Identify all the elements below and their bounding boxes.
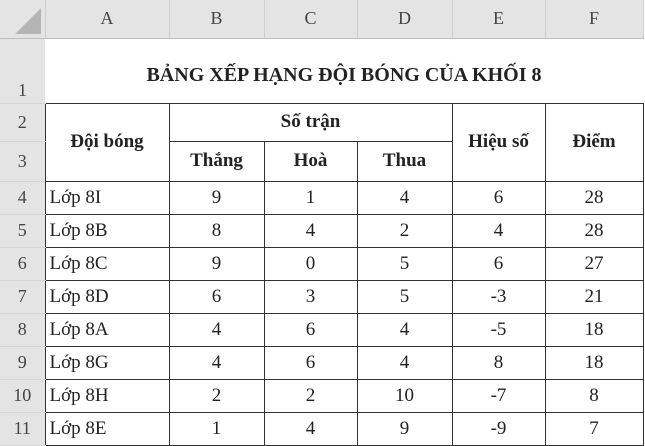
row-header-6[interactable]: 6 [0, 247, 45, 281]
cell-diff[interactable]: 8 [451, 345, 546, 380]
table-row: 10 Lớp 8H 2 2 10 -7 8 [0, 378, 644, 413]
cell-team[interactable]: Lớp 8D [44, 279, 170, 314]
table-title-cell[interactable]: BẢNG XẾP HẠNG ĐỘI BÓNG CỦA KHỐI 8 [45, 38, 643, 104]
table-row: 6 Lớp 8C 9 0 5 6 27 [0, 246, 644, 281]
cell-diff[interactable]: 6 [451, 180, 546, 215]
cell-team[interactable]: Lớp 8B [44, 213, 170, 248]
table-row: 7 Lớp 8D 6 3 5 -3 21 [0, 279, 644, 314]
row-header-3[interactable]: 3 [0, 141, 45, 182]
header-points-cell[interactable]: Điểm [544, 102, 644, 182]
cell-won[interactable]: 2 [168, 378, 265, 413]
row-header-5[interactable]: 5 [0, 214, 45, 248]
cell-won[interactable]: 9 [168, 180, 265, 215]
table-row: 11 Lớp 8E 1 4 9 -9 7 [0, 411, 644, 446]
table-row: 4 Lớp 8I 9 1 4 6 28 [0, 180, 644, 215]
column-header-f[interactable]: F [545, 0, 644, 39]
cell-points[interactable]: 28 [544, 180, 644, 215]
cell-draw[interactable]: 4 [263, 411, 358, 446]
cell-team[interactable]: Lớp 8E [44, 411, 170, 446]
row-header-10[interactable]: 10 [0, 379, 45, 413]
row-header-8[interactable]: 8 [0, 313, 45, 347]
cell-points[interactable]: 18 [544, 345, 644, 380]
row-header-1[interactable]: 1 [0, 38, 45, 104]
cell-lost[interactable]: 5 [356, 246, 453, 281]
cell-draw[interactable]: 6 [263, 345, 358, 380]
column-header-d[interactable]: D [357, 0, 453, 39]
column-header-e[interactable]: E [452, 0, 546, 39]
column-header-a[interactable]: A [45, 0, 170, 39]
cell-team[interactable]: Lớp 8A [44, 312, 170, 347]
cell-diff[interactable]: -3 [451, 279, 546, 314]
cell-diff[interactable]: 4 [451, 213, 546, 248]
row-header-9[interactable]: 9 [0, 346, 45, 380]
header-draw-cell[interactable]: Hoà [263, 140, 358, 182]
cell-points[interactable]: 8 [544, 378, 644, 413]
cell-lost[interactable]: 10 [356, 378, 453, 413]
cell-lost[interactable]: 4 [356, 180, 453, 215]
cell-won[interactable]: 8 [168, 213, 265, 248]
header-diff-cell[interactable]: Hiệu số [451, 102, 546, 182]
cell-won[interactable]: 4 [168, 312, 265, 347]
cell-diff[interactable]: -7 [451, 378, 546, 413]
column-header-b[interactable]: B [169, 0, 265, 39]
data-rows: 4 Lớp 8I 9 1 4 6 28 5 Lớp 8B 8 4 2 4 28 6 Lớp 8C 9 0 5 6 27 7… [0, 180, 644, 446]
cell-won[interactable]: 4 [168, 345, 265, 380]
cell-diff[interactable]: -9 [451, 411, 546, 446]
cell-diff[interactable]: -5 [451, 312, 546, 347]
row-header-4[interactable]: 4 [0, 181, 45, 215]
cell-points[interactable]: 27 [544, 246, 644, 281]
header-won-cell[interactable]: Thắng [168, 140, 265, 182]
cell-lost[interactable]: 2 [356, 213, 453, 248]
cell-draw[interactable]: 0 [263, 246, 358, 281]
cell-points[interactable]: 18 [544, 312, 644, 347]
cell-lost[interactable]: 9 [356, 411, 453, 446]
select-all-triangle-icon [14, 7, 41, 34]
row-header-7[interactable]: 7 [0, 280, 45, 314]
cell-lost[interactable]: 4 [356, 345, 453, 380]
cell-points[interactable]: 21 [544, 279, 644, 314]
cell-points[interactable]: 28 [544, 213, 644, 248]
column-header-row: A B C D E F [0, 0, 644, 39]
cell-team[interactable]: Lớp 8H [44, 378, 170, 413]
header-team-cell[interactable]: Đội bóng [44, 102, 170, 182]
cell-diff[interactable]: 6 [451, 246, 546, 281]
table-row: 8 Lớp 8A 4 6 4 -5 18 [0, 312, 644, 347]
table-row: 5 Lớp 8B 8 4 2 4 28 [0, 213, 644, 248]
cell-team[interactable]: Lớp 8I [44, 180, 170, 215]
cell-draw[interactable]: 4 [263, 213, 358, 248]
cell-lost[interactable]: 4 [356, 312, 453, 347]
cell-team[interactable]: Lớp 8C [44, 246, 170, 281]
row-header-11[interactable]: 11 [0, 412, 45, 446]
table-row: 9 Lớp 8G 4 6 4 8 18 [0, 345, 644, 380]
cell-won[interactable]: 9 [168, 246, 265, 281]
cell-draw[interactable]: 2 [263, 378, 358, 413]
cell-draw[interactable]: 1 [263, 180, 358, 215]
row-header-2[interactable]: 2 [0, 103, 45, 142]
cell-draw[interactable]: 3 [263, 279, 358, 314]
column-header-c[interactable]: C [264, 0, 358, 39]
header-matches-cell[interactable]: Số trận [168, 102, 453, 142]
cell-won[interactable]: 1 [168, 411, 265, 446]
cell-points[interactable]: 7 [544, 411, 644, 446]
cell-team[interactable]: Lớp 8G [44, 345, 170, 380]
cell-draw[interactable]: 6 [263, 312, 358, 347]
header-lost-cell[interactable]: Thua [356, 140, 453, 182]
select-all-button[interactable] [0, 0, 46, 39]
cell-won[interactable]: 6 [168, 279, 265, 314]
cell-lost[interactable]: 5 [356, 279, 453, 314]
